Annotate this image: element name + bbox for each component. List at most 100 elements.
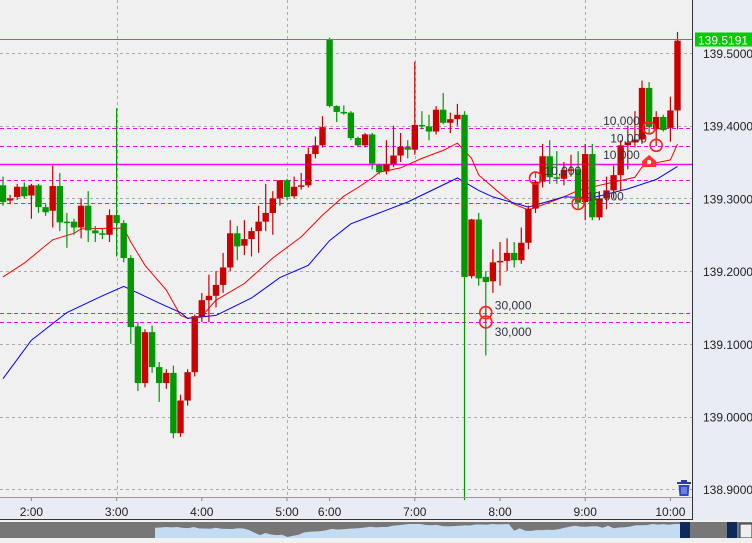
candle[interactable] xyxy=(283,178,291,200)
candle[interactable] xyxy=(0,176,7,206)
candle[interactable] xyxy=(269,191,276,235)
candle[interactable] xyxy=(21,182,28,199)
candle[interactable] xyxy=(170,365,177,439)
candle[interactable] xyxy=(397,132,404,163)
navigator-scroll-button[interactable] xyxy=(739,523,752,539)
candle[interactable] xyxy=(191,314,198,377)
candle[interactable] xyxy=(212,271,220,308)
candle[interactable] xyxy=(340,105,347,115)
candle[interactable] xyxy=(546,140,553,184)
candle[interactable] xyxy=(106,209,113,243)
navigator-right-handle[interactable] xyxy=(727,522,737,538)
candle[interactable] xyxy=(219,252,227,293)
trade-marker[interactable]: 10,000 xyxy=(571,189,624,211)
candle[interactable] xyxy=(518,227,525,264)
candle[interactable] xyxy=(326,37,333,108)
candle[interactable] xyxy=(532,180,539,213)
candle[interactable] xyxy=(141,329,149,388)
candle[interactable] xyxy=(354,136,362,147)
candle[interactable] xyxy=(241,220,248,256)
candle[interactable] xyxy=(539,143,546,188)
candle[interactable] xyxy=(234,226,241,261)
candle[interactable] xyxy=(432,106,440,135)
candle[interactable] xyxy=(475,212,482,286)
candle[interactable] xyxy=(148,325,156,373)
candle[interactable] xyxy=(49,165,56,228)
candle[interactable] xyxy=(454,103,461,126)
candle[interactable] xyxy=(262,183,269,232)
candle[interactable] xyxy=(92,226,99,243)
candle[interactable] xyxy=(376,163,383,175)
candle[interactable] xyxy=(156,361,163,402)
candle[interactable] xyxy=(6,194,14,205)
trash-icon[interactable] xyxy=(677,480,691,496)
candle[interactable] xyxy=(14,183,21,200)
candle[interactable] xyxy=(361,132,369,148)
trade-marker[interactable]: 10,000 xyxy=(610,131,664,153)
candle[interactable] xyxy=(631,111,639,148)
candle[interactable] xyxy=(667,96,674,142)
candle[interactable] xyxy=(496,242,504,286)
navigator-left-handle[interactable] xyxy=(680,522,690,538)
candle[interactable] xyxy=(63,212,71,248)
candle[interactable] xyxy=(35,183,42,213)
candle[interactable] xyxy=(127,255,134,344)
candle[interactable] xyxy=(582,143,589,221)
candle[interactable] xyxy=(624,125,631,170)
navigator-strip[interactable] xyxy=(0,522,752,539)
candle[interactable] xyxy=(425,114,433,141)
candle[interactable] xyxy=(184,369,191,406)
candle[interactable] xyxy=(120,220,127,263)
candle[interactable] xyxy=(482,271,489,356)
candle[interactable] xyxy=(638,80,646,144)
candle[interactable] xyxy=(134,321,142,392)
candle[interactable] xyxy=(390,125,397,168)
candle[interactable] xyxy=(468,218,475,279)
candle[interactable] xyxy=(99,228,106,240)
candle[interactable] xyxy=(298,172,305,190)
candle[interactable] xyxy=(411,61,418,155)
candle[interactable] xyxy=(610,165,617,199)
trade-marker[interactable]: 10,000 xyxy=(603,148,657,168)
candle[interactable] xyxy=(85,191,92,243)
candle[interactable] xyxy=(440,92,447,125)
candle[interactable] xyxy=(596,191,603,221)
time-axis-panel[interactable] xyxy=(0,497,693,520)
candle[interactable] xyxy=(447,112,454,133)
trade-marker[interactable]: 30,000 xyxy=(478,315,532,339)
candle[interactable] xyxy=(617,140,624,192)
trade-marker[interactable]: 10,000 xyxy=(528,164,582,185)
candle[interactable] xyxy=(553,151,560,184)
candle[interactable] xyxy=(489,249,497,293)
candle[interactable] xyxy=(503,238,511,272)
candle[interactable] xyxy=(603,176,610,210)
candle[interactable] xyxy=(70,218,78,235)
candle[interactable] xyxy=(418,111,426,130)
candle[interactable] xyxy=(56,172,63,232)
candle[interactable] xyxy=(404,140,411,159)
candle[interactable] xyxy=(305,147,312,188)
candle[interactable] xyxy=(525,205,532,250)
candle[interactable] xyxy=(312,136,319,159)
candle[interactable] xyxy=(333,105,340,123)
candle[interactable] xyxy=(369,132,376,170)
candle[interactable] xyxy=(28,183,35,219)
candle[interactable] xyxy=(198,292,205,322)
candle[interactable] xyxy=(205,274,213,322)
candle[interactable] xyxy=(42,204,49,216)
candle[interactable] xyxy=(511,242,518,268)
candle[interactable] xyxy=(290,176,298,199)
candle[interactable] xyxy=(674,31,681,130)
candle[interactable] xyxy=(319,116,326,148)
candle[interactable] xyxy=(177,394,184,437)
candle[interactable] xyxy=(77,198,85,239)
candle[interactable] xyxy=(560,162,568,186)
candle[interactable] xyxy=(589,143,596,221)
trade-marker[interactable]: 10,000 xyxy=(603,114,656,135)
candle[interactable] xyxy=(347,111,355,141)
candle[interactable] xyxy=(163,369,170,389)
candle[interactable] xyxy=(567,154,575,177)
candle[interactable] xyxy=(113,108,120,257)
candle[interactable] xyxy=(227,220,234,272)
